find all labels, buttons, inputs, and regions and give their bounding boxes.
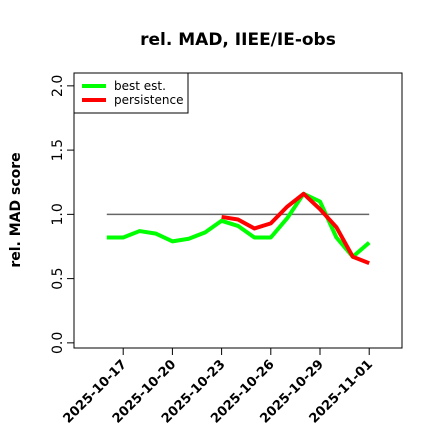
y-tick-label: 1.0: [50, 203, 66, 225]
y-axis-label: rel. MAD score: [8, 152, 24, 267]
y-tick-label: 1.5: [50, 139, 66, 161]
plot-frame: [73, 72, 403, 349]
legend-box: [73, 72, 189, 114]
legend-label: best est.: [114, 79, 166, 93]
y-tick-label: 0.5: [50, 267, 66, 289]
legend: best est.persistence: [73, 72, 189, 114]
plot-area: 0.00.51.01.52.02025-10-172025-10-202025-…: [50, 72, 403, 427]
series-line-best-est: [106, 191, 371, 259]
y-tick-label: 2.0: [50, 75, 66, 97]
chart-title: rel. MAD, IIEE/IE-obs: [140, 30, 336, 50]
series-line-persistence: [221, 191, 370, 266]
y-tick-label: 0.0: [50, 332, 66, 354]
legend-label: persistence: [114, 93, 183, 107]
